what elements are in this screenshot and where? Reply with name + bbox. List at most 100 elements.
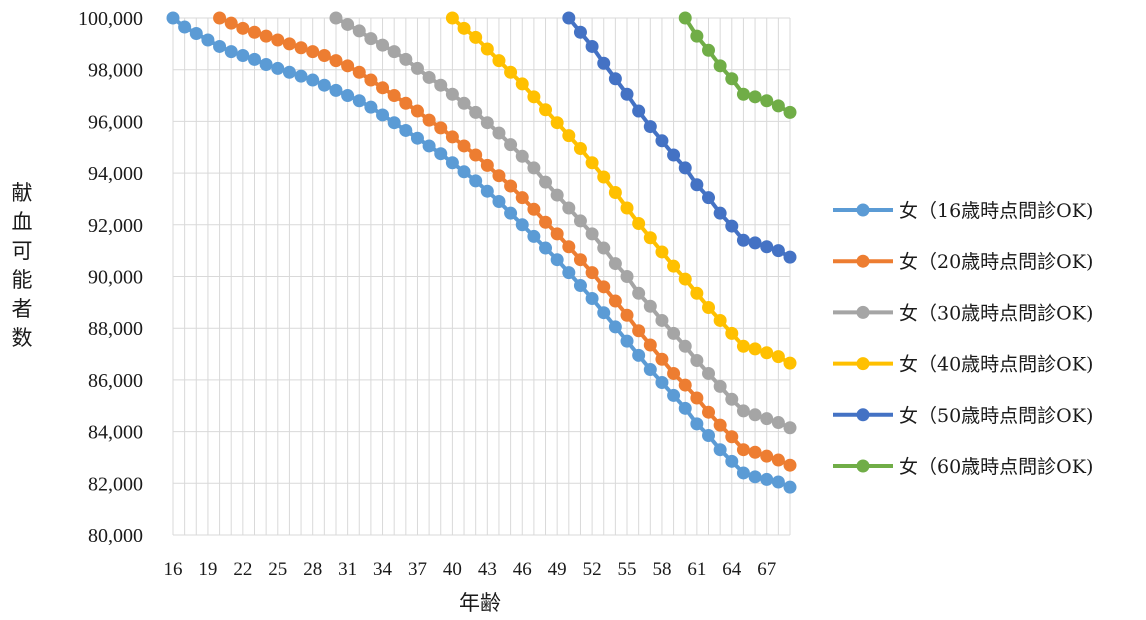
data-point [713, 206, 727, 220]
data-point [713, 59, 727, 73]
data-point [597, 280, 611, 294]
data-point [504, 179, 518, 193]
data-point [760, 240, 774, 254]
data-point [469, 174, 483, 188]
data-point [725, 72, 739, 86]
data-point [783, 421, 797, 435]
grid [172, 17, 791, 536]
data-point [422, 70, 436, 84]
data-point [632, 324, 646, 338]
data-point [771, 416, 785, 430]
data-point [399, 123, 413, 137]
data-point [573, 253, 587, 267]
data-point [527, 90, 541, 104]
data-point [690, 417, 704, 431]
series-2 [213, 11, 797, 472]
data-point [224, 45, 238, 59]
data-point [771, 453, 785, 467]
data-point [667, 259, 681, 273]
data-point [771, 244, 785, 258]
legend-label: 女（20歳時点問診OK) [899, 251, 1093, 273]
data-point [457, 139, 471, 153]
data-point [632, 217, 646, 231]
y-tick-label: 92,000 [88, 215, 143, 237]
data-point [608, 72, 622, 86]
data-point [748, 90, 762, 104]
data-point [783, 458, 797, 472]
data-point [562, 240, 576, 254]
data-point [457, 96, 471, 110]
data-point [504, 206, 518, 220]
x-tick-label: 19 [198, 559, 217, 580]
data-point [236, 21, 250, 35]
legend-label: 女（50歳時点問診OK) [899, 405, 1093, 427]
data-point [387, 116, 401, 130]
data-point [306, 73, 320, 87]
data-point [492, 54, 506, 68]
data-point [294, 69, 308, 83]
legend-item: 女（60歳時点問診OK) [833, 456, 1093, 478]
legend-label: 女（60歳時点問診OK) [899, 456, 1093, 478]
data-point [585, 227, 599, 241]
y-tick-label: 86,000 [88, 370, 143, 392]
data-point [632, 286, 646, 300]
data-point [678, 378, 692, 392]
legend-marker [856, 254, 870, 268]
x-tick-label: 55 [618, 559, 637, 580]
series-1 [166, 11, 797, 494]
legend-marker [856, 203, 870, 217]
data-point [504, 65, 518, 79]
data-point [573, 279, 587, 293]
data-point [690, 391, 704, 405]
data-point [341, 17, 355, 31]
data-point [655, 134, 669, 148]
legend: 女（16歳時点問診OK) 女（20歳時点問診OK) 女（30歳時点問診OK) 女（40… [833, 200, 1093, 478]
data-point [469, 105, 483, 119]
legend-item: 女（20歳時点問診OK) [833, 251, 1093, 273]
data-point [445, 156, 459, 170]
data-point [480, 158, 494, 172]
data-point [457, 21, 471, 35]
data-point [352, 94, 366, 108]
data-point [713, 379, 727, 393]
data-point [282, 65, 296, 79]
data-point [410, 104, 424, 118]
x-tick-label: 43 [478, 559, 497, 580]
x-tick-label: 67 [757, 559, 776, 580]
data-point [783, 356, 797, 370]
data-point [702, 191, 716, 205]
data-point [771, 99, 785, 113]
data-point [702, 43, 716, 57]
y-tick-label: 98,000 [88, 60, 143, 82]
data-point [760, 449, 774, 463]
data-point [539, 175, 553, 189]
data-point [643, 338, 657, 352]
data-point [643, 363, 657, 377]
data-point [306, 45, 320, 59]
series-line [335, 16, 791, 430]
data-point [504, 138, 518, 152]
data-point [573, 214, 587, 228]
data-point [643, 120, 657, 134]
data-point [736, 87, 750, 101]
y-tick-label: 96,000 [88, 111, 143, 133]
legend-label: 女（30歳時点問診OK) [899, 302, 1093, 324]
data-point [771, 475, 785, 489]
data-point [643, 299, 657, 313]
data-point [259, 58, 273, 72]
data-point [608, 320, 622, 334]
y-tick-label: 100,000 [78, 8, 143, 30]
legend-marker [856, 459, 870, 473]
data-point [341, 59, 355, 73]
data-point [376, 81, 390, 95]
data-point [213, 39, 227, 53]
data-point [585, 39, 599, 53]
data-point [678, 401, 692, 415]
data-point [760, 412, 774, 426]
y-tick-label: 80,000 [88, 525, 143, 547]
data-point [550, 188, 564, 202]
data-point [515, 191, 529, 205]
data-point [771, 350, 785, 364]
data-point [539, 215, 553, 229]
data-point [760, 94, 774, 108]
